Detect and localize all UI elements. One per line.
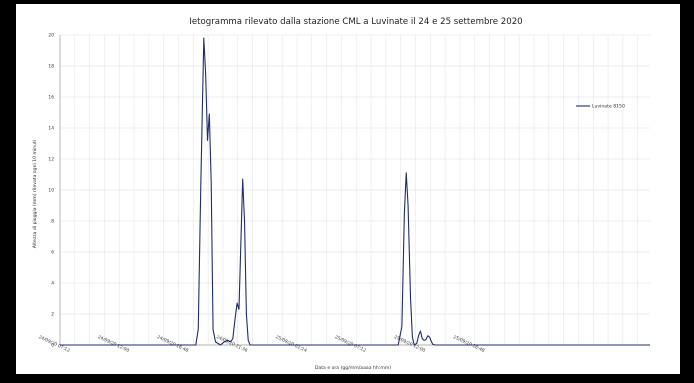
y-tick-label: 16 — [48, 95, 54, 101]
x-tick-label: 24/09/20 07:12 — [38, 334, 71, 354]
legend-label: Luvinate 8150 — [592, 104, 625, 110]
chart-title: Ietogramma rilevato dalla stazione CML a… — [189, 17, 522, 27]
y-tick-label: 20 — [48, 33, 54, 39]
x-tick-label: 24/09/20 21:36 — [215, 334, 248, 354]
grid-layer — [60, 34, 650, 345]
y-tick-label: 0 — [51, 343, 54, 349]
chart-svg: Ietogramma rilevato dalla stazione CML a… — [32, 17, 650, 371]
x-tick-label: 24/09/20 16:48 — [156, 334, 189, 354]
y-axis-label: Altezza di pioggia (mm) rilevata ogni 10… — [32, 140, 38, 248]
x-axis-label: Data e ora (gg/mm/aaaa hh:mm) — [315, 365, 391, 371]
y-tick-label: 6 — [51, 250, 54, 256]
y-tick-label: 14 — [48, 126, 54, 132]
x-tick-label: 25/09/20 07:12 — [334, 334, 367, 354]
y-tick-label: 12 — [48, 157, 54, 163]
y-tick-label: 8 — [51, 219, 54, 225]
y-tick-label: 10 — [48, 188, 54, 194]
chart-area: Ietogramma rilevato dalla stazione CML a… — [16, 4, 680, 374]
y-tick-label: 2 — [51, 312, 54, 318]
y-tick-label: 4 — [51, 281, 54, 287]
x-tick-label: 24/09/20 12:00 — [97, 334, 130, 354]
y-tick-label: 18 — [48, 64, 54, 70]
legend: Luvinate 8150 — [576, 104, 625, 110]
x-tick-label: 25/09/20 16:48 — [452, 334, 485, 354]
series-layer — [60, 37, 650, 346]
series-line — [60, 37, 650, 346]
axis-layer: 0 2 4 6 8 10 12 14 16 18 20 24/09/20 07:12 24/09/20 … — [38, 33, 650, 354]
x-tick-label: 25/09/20 02:24 — [275, 334, 308, 354]
